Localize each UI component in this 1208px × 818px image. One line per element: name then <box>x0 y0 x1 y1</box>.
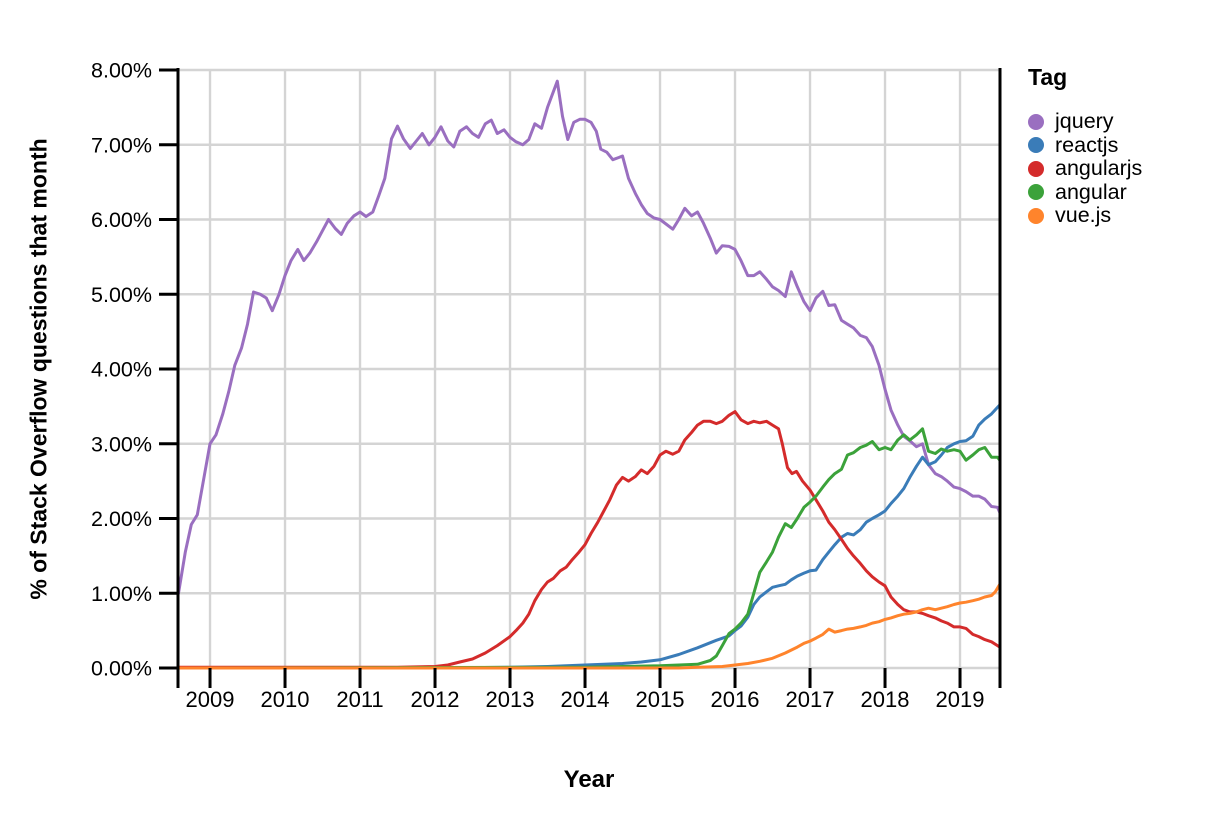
legend-label-vue.js: vue.js <box>1055 203 1112 228</box>
y-axis-title: % of Stack Overflow questions that month <box>25 138 52 600</box>
y-tick-label: 5.00% <box>91 283 152 307</box>
y-tick-label: 6.00% <box>91 208 152 232</box>
legend: Tag jquery reactjs angularjs angular vue.js <box>1028 64 1142 228</box>
series-line-reactjs <box>177 403 1002 670</box>
legend-label-reactjs: reactjs <box>1055 132 1119 157</box>
legend-swatch-reactjs <box>1028 137 1044 154</box>
y-tick-label: 1.00% <box>91 582 152 606</box>
legend-item-angular: angular <box>1028 179 1142 205</box>
legend-item-vue.js: vue.js <box>1028 204 1142 228</box>
series-line-angularjs <box>177 410 1002 669</box>
legend-label-jquery: jquery <box>1055 109 1114 134</box>
legend-label-angularjs: angularjs <box>1055 156 1143 181</box>
x-tick-label: 2009 <box>186 687 235 712</box>
legend-swatch-angular <box>1028 184 1044 201</box>
legend-swatch-vue.js <box>1028 207 1044 224</box>
legend-label-angular: angular <box>1055 179 1127 204</box>
x-axis-title: Year <box>563 766 615 793</box>
x-tick-label: 2014 <box>561 687 610 712</box>
legend-items: jquery reactjs angularjs angular vue.js <box>1028 110 1142 228</box>
legend-item-reactjs: reactjs <box>1028 132 1142 158</box>
series-line-vue.js <box>177 582 1002 670</box>
x-tick-label: 2011 <box>336 687 383 712</box>
legend-swatch-jquery <box>1028 113 1044 130</box>
y-tick-label: 2.00% <box>91 507 152 531</box>
y-tick-label: 8.00% <box>91 59 152 83</box>
legend-item-jquery: jquery <box>1028 110 1142 134</box>
x-tick-label: 2017 <box>786 687 835 712</box>
y-tick-label: 4.00% <box>91 358 152 382</box>
legend-item-angularjs: angularjs <box>1028 157 1142 181</box>
x-tick-label: 2016 <box>711 687 760 712</box>
series-line-jquery <box>177 79 1002 595</box>
y-tick-label: 3.00% <box>91 432 152 456</box>
legend-swatch-angularjs <box>1028 160 1044 177</box>
x-tick-label: 2018 <box>861 687 910 712</box>
series-line-angular <box>177 427 1002 670</box>
legend-title: Tag <box>1028 64 1068 90</box>
x-tick-label: 2013 <box>486 687 535 712</box>
x-tick-label: 2010 <box>261 687 310 712</box>
y-tick-label: 7.00% <box>91 133 152 157</box>
x-tick-label: 2015 <box>636 687 685 712</box>
x-tick-label: 2019 <box>936 687 985 712</box>
x-tick-label: 2012 <box>411 687 460 712</box>
y-tick-label: 0.00% <box>91 657 152 681</box>
